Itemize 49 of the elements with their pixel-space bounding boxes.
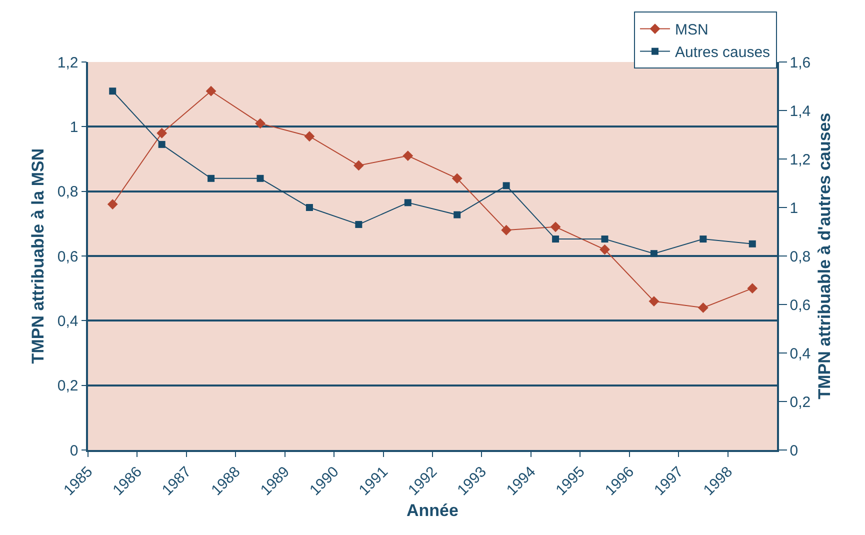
point	[208, 174, 215, 182]
y2-tick-label: 1,2	[790, 151, 811, 168]
point	[304, 131, 315, 142]
y-tick-label: 0,8	[57, 184, 78, 201]
x-axis-title: Année	[406, 500, 458, 520]
point	[502, 182, 510, 190]
point	[452, 173, 462, 184]
y-tick-label: 1	[70, 118, 78, 136]
point	[156, 128, 168, 138]
point	[748, 240, 756, 248]
point	[600, 244, 610, 255]
legend-label: Autres causes	[675, 44, 770, 62]
point	[109, 88, 116, 95]
point	[206, 86, 216, 96]
legend-label: MSN	[675, 22, 708, 39]
y2-axis-title: TMPN attribuable à d'autres causes	[815, 112, 834, 400]
point	[601, 236, 608, 243]
y-tick-label: 0,2	[57, 378, 78, 395]
point	[648, 296, 660, 306]
y-tick-label: 1,2	[57, 54, 78, 72]
point	[747, 283, 758, 294]
point	[402, 150, 414, 161]
y2-tick-label: 1,4	[790, 102, 811, 120]
y-tick-label: 0,6	[57, 248, 78, 266]
point	[353, 160, 364, 171]
y-tick-label: 0	[70, 442, 78, 460]
point	[255, 118, 266, 129]
y2-tick-label: 0	[790, 442, 798, 460]
point	[650, 250, 658, 258]
y2-tick-label: 0,4	[790, 345, 811, 362]
y-tick-label: 0,4	[57, 312, 78, 330]
point	[550, 222, 561, 232]
point	[454, 211, 461, 218]
point	[501, 224, 512, 236]
point	[355, 220, 362, 228]
point	[404, 199, 412, 206]
y2-tick-label: 0,2	[790, 394, 811, 411]
point	[698, 302, 708, 313]
y2-tick-label: 1,6	[790, 54, 811, 72]
y-axis-title: TMPN attribuable à la MSN	[28, 148, 48, 364]
point	[256, 174, 264, 182]
point	[158, 140, 166, 148]
y2-tick-label: 1	[790, 200, 798, 217]
point	[700, 236, 707, 243]
y2-tick-label: 0,8	[790, 248, 811, 266]
y2-tick-label: 0,6	[790, 296, 811, 314]
point	[306, 204, 313, 211]
point	[552, 236, 560, 243]
point	[107, 199, 118, 210]
